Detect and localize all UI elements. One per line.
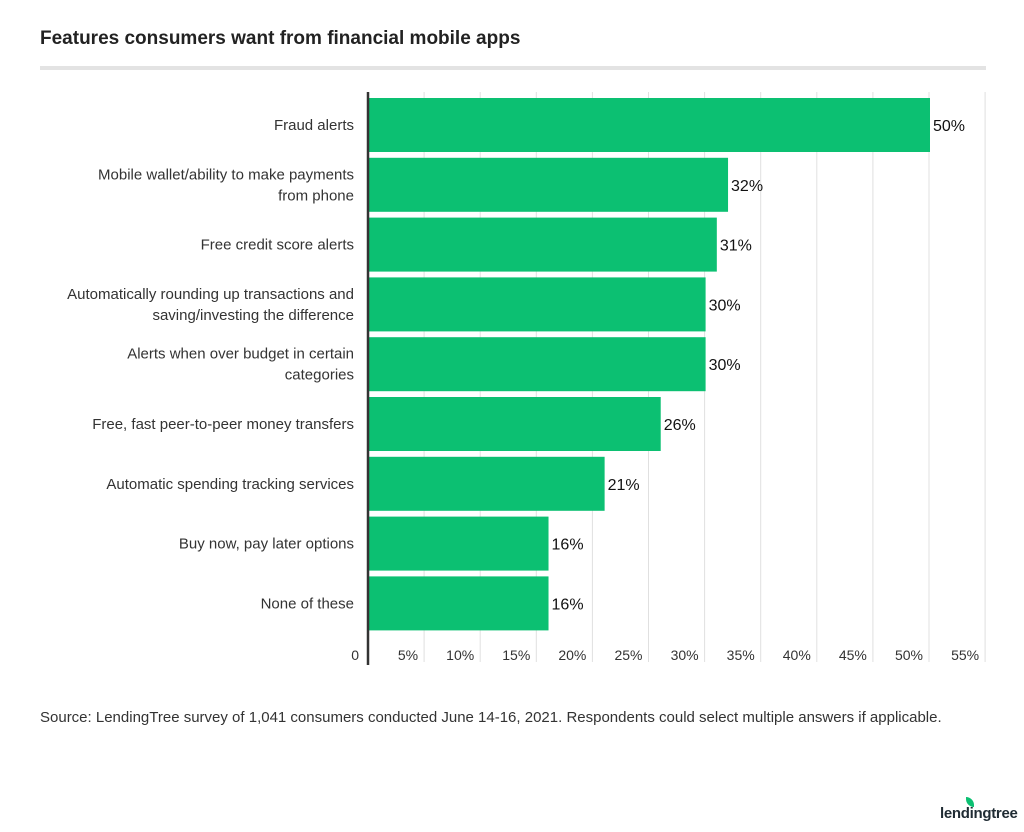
bar [369, 397, 661, 451]
category-label: Buy now, pay later options [179, 536, 354, 553]
bar [369, 217, 717, 272]
x-tick-label: 55% [951, 647, 979, 663]
bar [369, 576, 549, 631]
x-tick-label: 50% [895, 647, 923, 663]
data-label: 16% [552, 596, 584, 613]
category-label: Automatic spending tracking services [106, 476, 354, 493]
bar [369, 456, 605, 511]
data-label: 50% [933, 118, 965, 135]
category-label: Free credit score alerts [201, 237, 354, 254]
source-note: Source: LendingTree survey of 1,041 cons… [40, 709, 942, 726]
title-divider [40, 66, 986, 70]
category-label: saving/investing the difference [152, 307, 354, 324]
data-label: 21% [608, 477, 640, 494]
bar [369, 337, 706, 392]
category-label: Alerts when over budget in certain [127, 346, 354, 363]
chart-title: Features consumers want from financial m… [40, 28, 521, 49]
data-label: 30% [709, 357, 741, 374]
category-label: from phone [278, 187, 354, 204]
x-tick-label: 0 [351, 647, 359, 663]
x-tick-label: 40% [783, 647, 811, 663]
category-label: Mobile wallet/ability to make payments [98, 166, 354, 183]
category-label: None of these [261, 595, 354, 612]
category-label: Fraud alerts [274, 117, 354, 134]
lendingtree-logo: lendingtree [940, 805, 1018, 822]
data-label: 26% [664, 417, 696, 434]
x-tick-label: 15% [502, 647, 530, 663]
bar [369, 98, 930, 152]
category-label: Automatically rounding up transactions a… [67, 286, 354, 303]
data-label: 31% [720, 238, 752, 255]
data-label: 30% [709, 297, 741, 314]
bar [369, 277, 706, 332]
category-label: categories [285, 367, 354, 384]
x-tick-label: 20% [558, 647, 586, 663]
data-label: 16% [552, 537, 584, 554]
x-tick-label: 10% [446, 647, 474, 663]
logo-leaf-icon [966, 797, 974, 807]
bar [369, 157, 729, 212]
x-tick-label: 25% [614, 647, 642, 663]
x-tick-label: 45% [839, 647, 867, 663]
data-label: 32% [731, 178, 763, 195]
x-tick-label: 30% [671, 647, 699, 663]
bar [369, 516, 549, 571]
x-tick-label: 5% [398, 647, 418, 663]
category-label: Free, fast peer-to-peer money transfers [92, 416, 354, 433]
x-tick-label: 35% [727, 647, 755, 663]
